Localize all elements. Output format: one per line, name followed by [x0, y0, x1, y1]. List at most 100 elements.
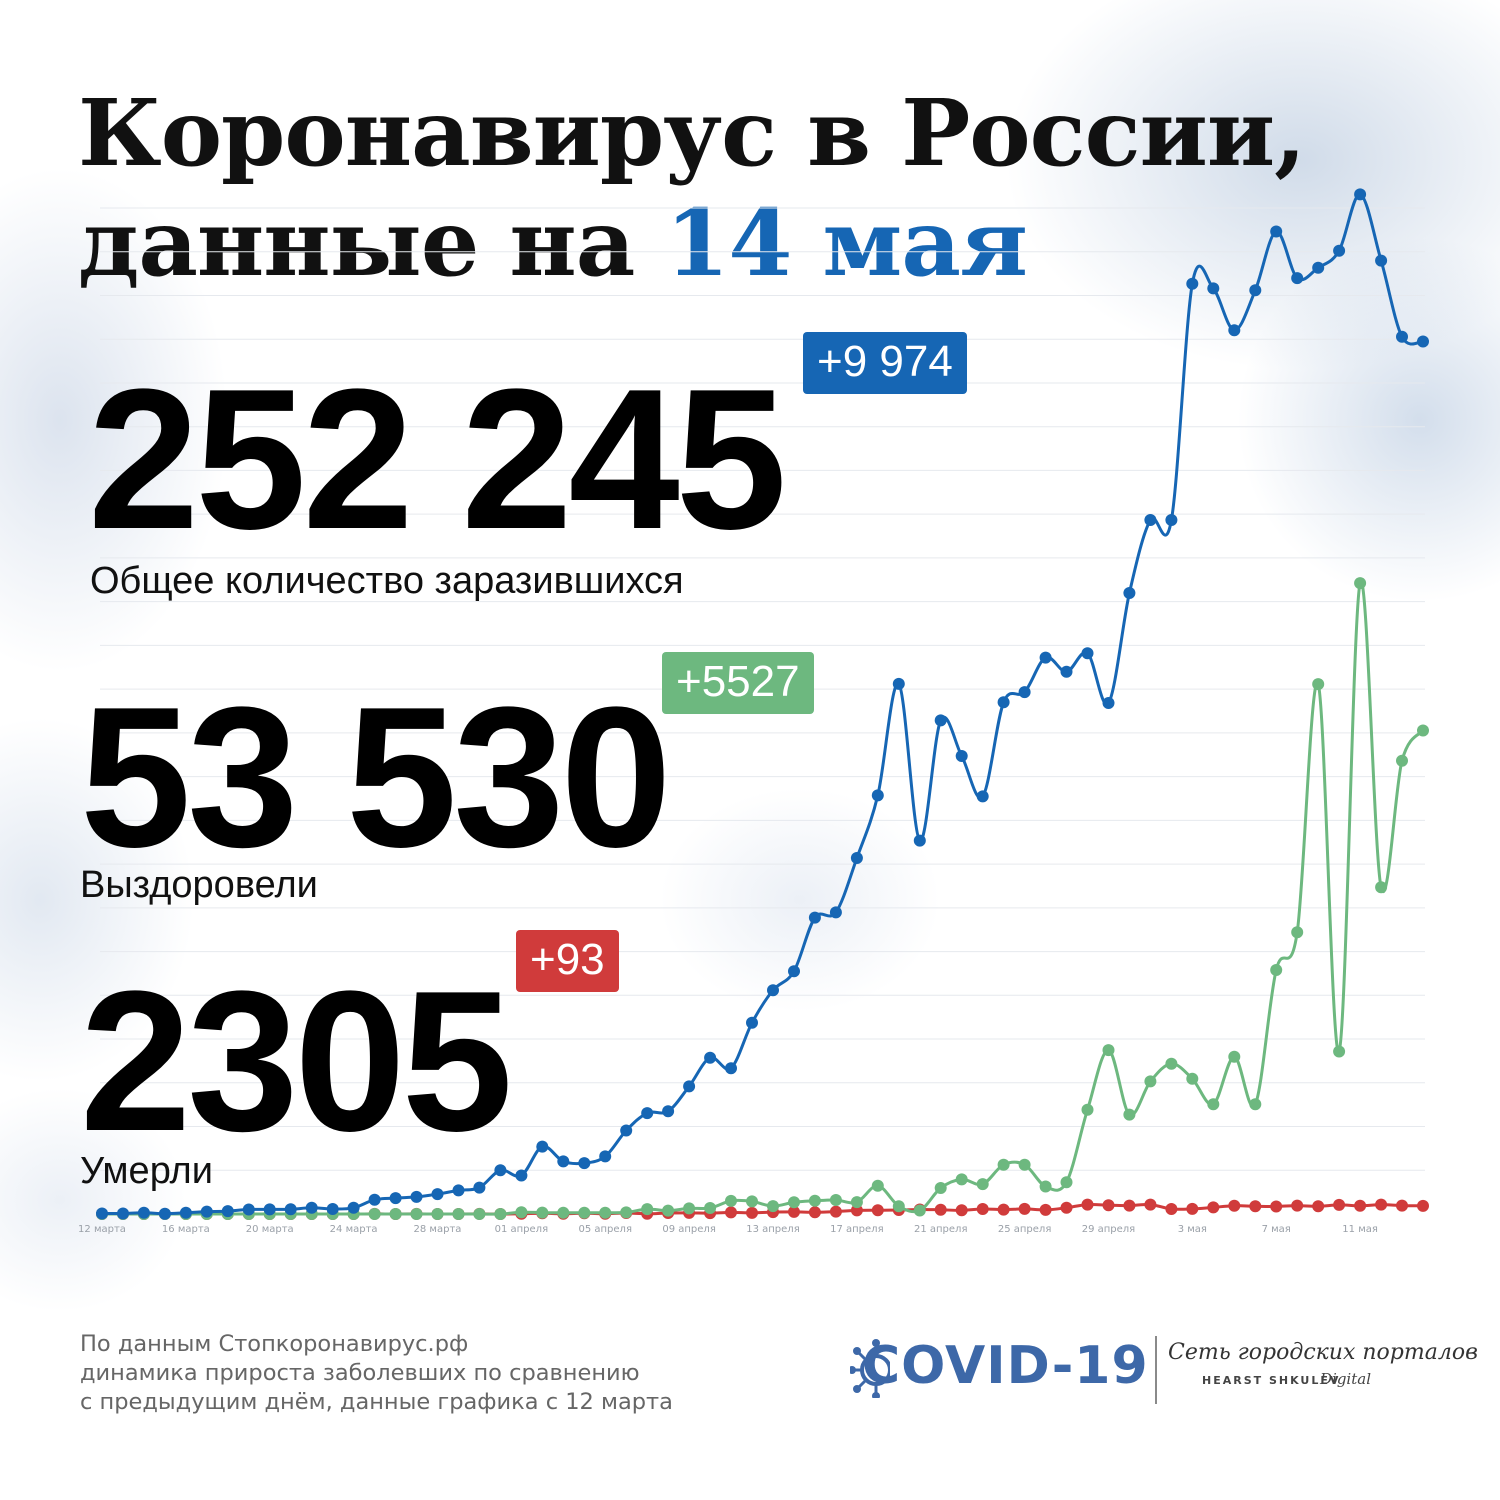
- data-point: [431, 1188, 444, 1201]
- covid-logo-text: COVID-19: [862, 1336, 1149, 1396]
- data-point: [662, 1105, 675, 1118]
- data-point: [1354, 577, 1367, 590]
- logo-divider: [1155, 1336, 1157, 1404]
- data-point: [746, 1195, 758, 1208]
- data-point: [284, 1203, 297, 1216]
- data-point: [1333, 1045, 1346, 1058]
- x-tick-label: 3 мая: [1178, 1224, 1207, 1235]
- data-point: [976, 790, 989, 803]
- virus-icon: [850, 1339, 890, 1398]
- data-point: [1375, 881, 1388, 894]
- source-note-line-2: динамика прироста заболевших по сравнени…: [80, 1360, 640, 1386]
- data-point: [515, 1206, 528, 1219]
- x-tick-label: 09 апреля: [662, 1224, 715, 1235]
- data-point: [96, 1207, 108, 1220]
- data-point: [494, 1164, 507, 1177]
- data-point: [1270, 1200, 1283, 1213]
- brand-name: HEARST SHKULEV: [1202, 1374, 1341, 1387]
- data-point: [536, 1206, 549, 1219]
- x-tick-label: 12 марта: [78, 1224, 126, 1235]
- data-point: [578, 1206, 591, 1219]
- title-line-2-prefix: данные на: [78, 189, 666, 297]
- data-point: [200, 1205, 213, 1218]
- data-point: [389, 1208, 402, 1220]
- data-point: [1039, 651, 1052, 664]
- data-point: [305, 1201, 318, 1214]
- data-point: [934, 1182, 947, 1194]
- data-point: [494, 1208, 507, 1220]
- data-point: [1270, 964, 1283, 976]
- data-point: [1018, 686, 1031, 699]
- data-point: [913, 834, 926, 847]
- chart-grid: [100, 207, 1425, 1171]
- x-tick-label: 16 марта: [162, 1224, 210, 1235]
- data-point: [1291, 272, 1304, 285]
- data-point: [725, 1062, 737, 1075]
- x-tick-label: 20 марта: [246, 1224, 294, 1235]
- deaths-delta-badge: +93: [516, 930, 619, 992]
- data-point: [850, 1204, 863, 1217]
- infected-delta-badge: +9 974: [803, 332, 967, 394]
- data-point: [1249, 284, 1262, 297]
- data-point: [179, 1206, 192, 1219]
- data-point: [1354, 188, 1367, 201]
- data-point: [1375, 1198, 1388, 1211]
- x-tick-label: 24 марта: [330, 1224, 378, 1235]
- x-tick-label: 01 апреля: [495, 1224, 548, 1235]
- data-point: [1165, 514, 1178, 526]
- data-point: [1333, 244, 1346, 257]
- data-point: [788, 1196, 800, 1209]
- data-point: [808, 1206, 821, 1219]
- data-point: [1018, 1202, 1031, 1215]
- chart-series: [96, 188, 1429, 1220]
- data-point: [557, 1206, 570, 1219]
- data-point: [997, 1203, 1010, 1216]
- data-point: [452, 1208, 465, 1220]
- brand-digital: Digital: [1320, 1370, 1371, 1388]
- data-point: [620, 1124, 633, 1137]
- data-point: [892, 677, 905, 690]
- data-point: [1123, 1199, 1136, 1212]
- covid-logo: COVID-19 Сеть городских порталов HEARST …: [850, 1330, 1478, 1420]
- data-point: [410, 1208, 423, 1220]
- data-point: [997, 1158, 1010, 1171]
- data-point: [1375, 254, 1388, 267]
- data-point: [137, 1206, 150, 1219]
- data-point: [1291, 926, 1304, 939]
- data-point: [431, 1208, 444, 1220]
- data-point: [452, 1184, 465, 1197]
- data-point: [1165, 1057, 1178, 1070]
- data-point: [473, 1208, 486, 1220]
- data-point: [746, 1206, 758, 1219]
- data-point: [515, 1169, 528, 1182]
- data-point: [221, 1205, 234, 1218]
- data-point: [1291, 1199, 1304, 1212]
- data-point: [1312, 678, 1325, 691]
- deaths-total: 2305: [80, 950, 513, 1173]
- data-point: [1039, 1203, 1052, 1216]
- x-tick-label: 13 апреля: [746, 1224, 799, 1235]
- data-point: [1186, 1072, 1199, 1085]
- data-point: [620, 1206, 633, 1219]
- data-point: [746, 1016, 758, 1029]
- data-point: [1060, 665, 1073, 678]
- x-tick-label: 05 апреля: [578, 1224, 631, 1235]
- data-point: [1081, 647, 1094, 660]
- data-point: [1081, 1198, 1094, 1211]
- data-point: [1270, 225, 1283, 238]
- x-tick-label: 11 мая: [1342, 1224, 1378, 1235]
- data-point: [1102, 1199, 1115, 1212]
- data-point: [1018, 1158, 1031, 1171]
- deaths-label: Умерли: [80, 1150, 213, 1192]
- data-point: [368, 1208, 381, 1220]
- data-point: [976, 1203, 989, 1215]
- data-point: [704, 1202, 717, 1214]
- data-point: [1417, 724, 1429, 737]
- data-point: [536, 1140, 549, 1153]
- data-point: [829, 1205, 842, 1218]
- data-point: [871, 1204, 884, 1217]
- data-point: [326, 1203, 339, 1215]
- x-tick-label: 7 мая: [1262, 1224, 1291, 1235]
- data-point: [1354, 1199, 1367, 1212]
